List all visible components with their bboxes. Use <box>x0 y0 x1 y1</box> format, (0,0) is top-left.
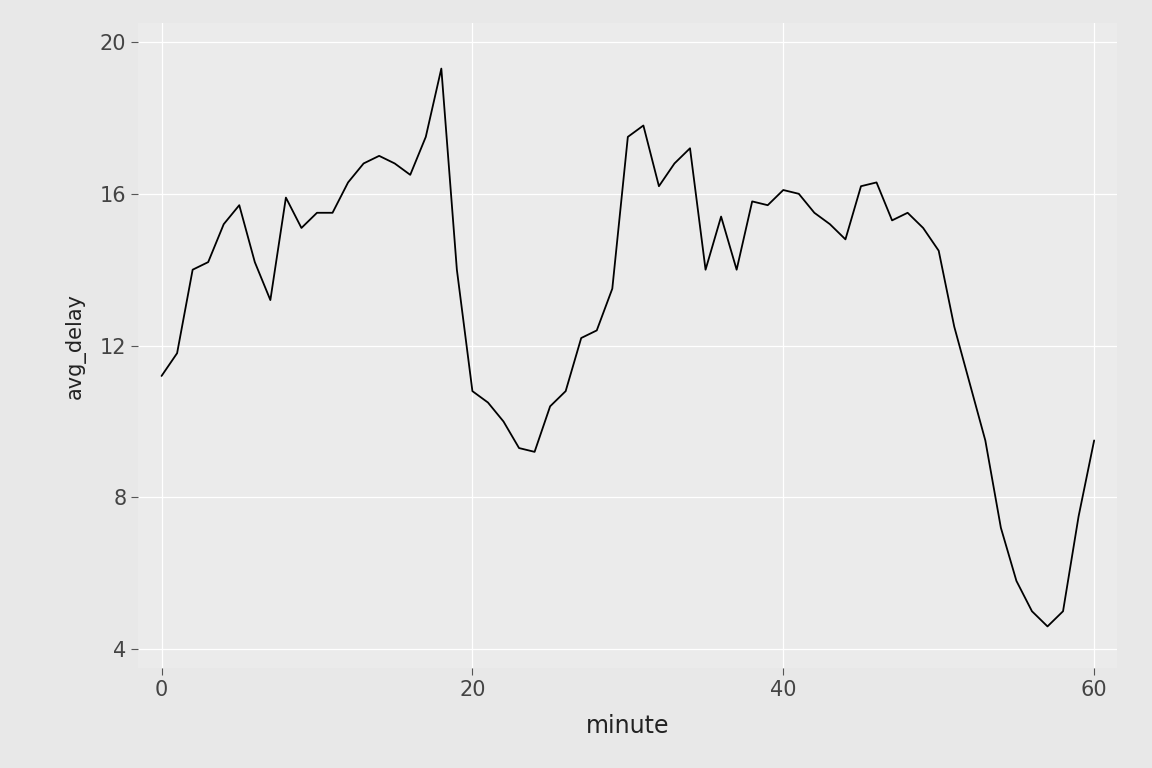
Y-axis label: avg_delay: avg_delay <box>65 293 86 399</box>
X-axis label: minute: minute <box>586 713 669 738</box>
